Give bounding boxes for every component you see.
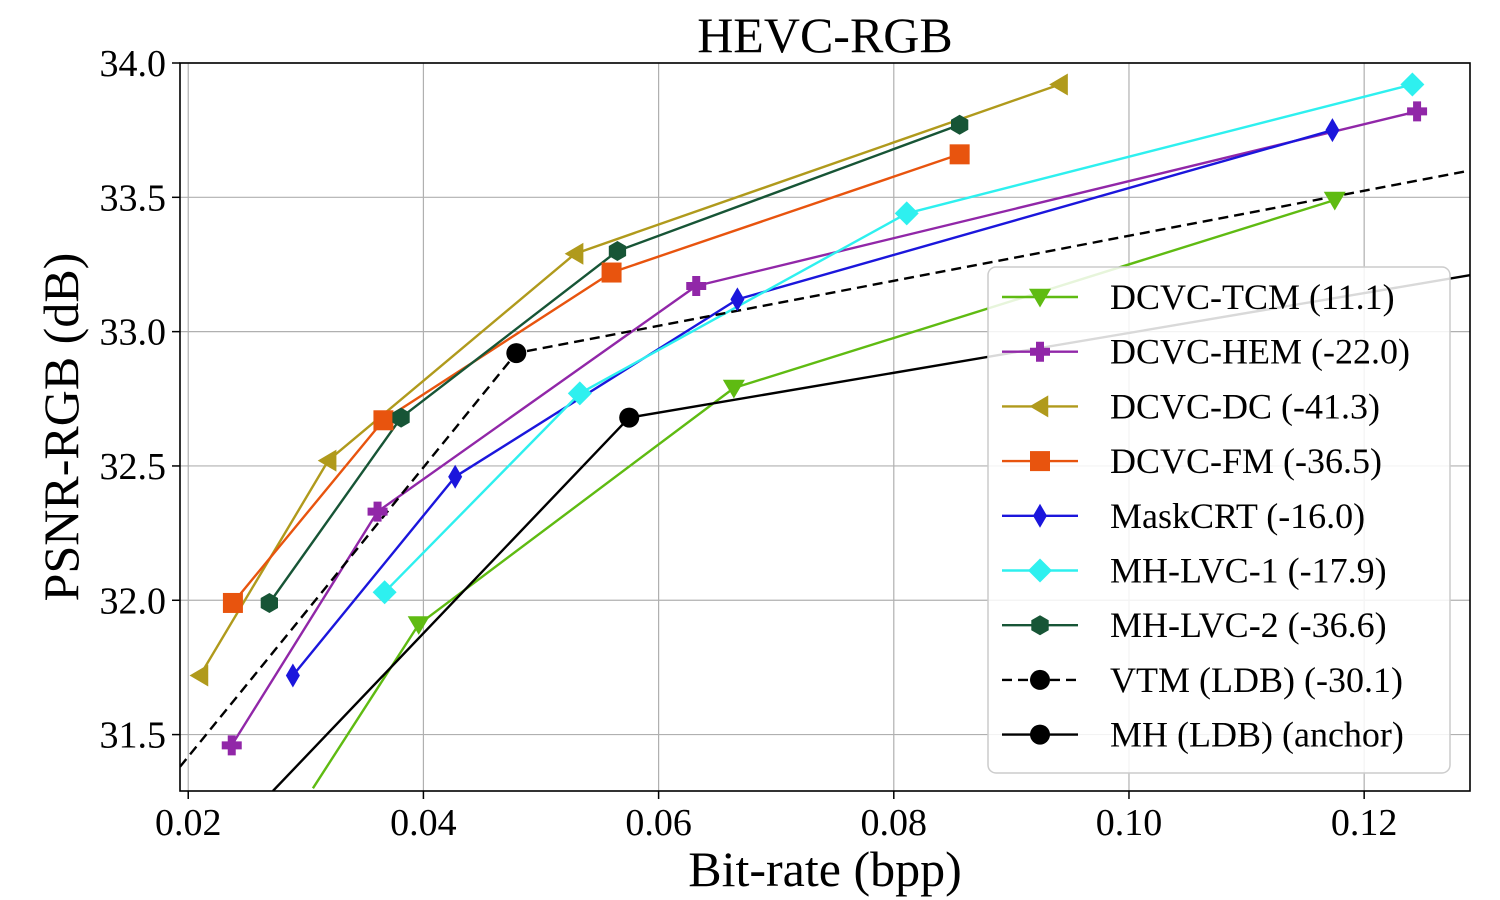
series-line-dcvc-hem-22-0 bbox=[230, 110, 1418, 746]
y-axis-title: PSNR-RGB (dB) bbox=[33, 253, 89, 602]
data-point-mh-lvc-1-17-9 bbox=[567, 381, 592, 406]
legend-marker-mh-lvc-1-17-9 bbox=[1028, 558, 1052, 583]
x-tick-label: 0.04 bbox=[390, 802, 457, 844]
series-line-mh-lvc-2-36-6 bbox=[268, 123, 961, 604]
data-point-mh-lvc-2-36-6 bbox=[260, 593, 278, 613]
legend-label-mh-lvc-1-17-9: MH-LVC-1 (-17.9) bbox=[1110, 551, 1387, 591]
series-line-mh-lvc-1-17-9 bbox=[383, 83, 1413, 594]
x-tick-label: 0.08 bbox=[861, 802, 928, 844]
y-tick-label: 34.0 bbox=[100, 43, 167, 85]
series-line-dcvc-dc-41-3 bbox=[198, 83, 1060, 677]
legend-label-dcvc-fm-36-5: DCVC-FM (-36.5) bbox=[1110, 441, 1382, 481]
series-line-dcvc-fm-36-5 bbox=[231, 153, 960, 604]
plot-frame bbox=[179, 62, 1471, 792]
legend-marker-dcvc-tcm-11-1 bbox=[1029, 288, 1051, 308]
chart-title: HEVC-RGB bbox=[697, 7, 953, 63]
x-tick-label: 0.10 bbox=[1096, 802, 1163, 844]
data-point-mh-lvc-2-36-6 bbox=[392, 407, 410, 428]
data-point-maskcrt-16-0 bbox=[285, 663, 300, 688]
legend-marker-maskcrt-16-0 bbox=[1033, 503, 1047, 528]
data-point-dcvc-fm-36-5 bbox=[949, 144, 970, 165]
data-point-mh-lvc-1-17-9 bbox=[1400, 72, 1425, 97]
data-point-dcvc-fm-36-5 bbox=[601, 262, 622, 283]
data-point-dcvc-dc-41-3 bbox=[317, 449, 337, 472]
data-point-dcvc-tcm-11-1 bbox=[722, 379, 745, 399]
data-point-dcvc-fm-36-5 bbox=[373, 410, 394, 431]
legend-marker-dcvc-fm-36-5 bbox=[1030, 451, 1050, 472]
data-point-dcvc-tcm-11-1 bbox=[1323, 191, 1346, 211]
y-tick-label: 33.5 bbox=[100, 177, 167, 219]
data-point-mh-ldb-anchor bbox=[619, 407, 640, 428]
legend-label-vtm-ldb-30-1: VTM (LDB) (-30.1) bbox=[1110, 660, 1403, 700]
legend-label-maskcrt-16-0: MaskCRT (-16.0) bbox=[1110, 496, 1365, 536]
legend-marker-vtm-ldb-30-1 bbox=[1030, 669, 1050, 690]
x-axis-title: Bit-rate (bpp) bbox=[688, 841, 962, 897]
data-point-maskcrt-16-0 bbox=[1325, 118, 1340, 143]
data-point-mh-lvc-1-17-9 bbox=[894, 201, 919, 226]
x-tick-label: 0.12 bbox=[1331, 802, 1398, 844]
data-point-mh-lvc-2-36-6 bbox=[951, 114, 969, 135]
x-tick-label: 0.02 bbox=[155, 802, 222, 844]
y-tick-label: 31.5 bbox=[100, 715, 167, 757]
data-point-dcvc-dc-41-3 bbox=[1049, 73, 1068, 96]
legend-marker-dcvc-dc-41-3 bbox=[1029, 395, 1049, 418]
data-point-dcvc-hem-22-0 bbox=[686, 275, 707, 296]
marker-layer bbox=[189, 72, 1428, 756]
legend-label-dcvc-hem-22-0: DCVC-HEM (-22.0) bbox=[1110, 332, 1410, 372]
y-tick-label: 33.0 bbox=[100, 312, 167, 354]
data-point-mh-lvc-1-17-9 bbox=[372, 580, 397, 605]
data-point-dcvc-fm-36-5 bbox=[222, 592, 243, 613]
data-point-maskcrt-16-0 bbox=[448, 464, 463, 489]
y-tick-label: 32.0 bbox=[100, 580, 167, 622]
data-point-dcvc-hem-22-0 bbox=[221, 735, 242, 756]
y-tick-label: 32.5 bbox=[100, 446, 167, 488]
legend-box bbox=[987, 266, 1451, 774]
series-line-maskcrt-16-0 bbox=[291, 129, 1333, 677]
legend-marker-mh-ldb-anchor bbox=[1030, 724, 1050, 745]
ticks: 0.02 0.04 0.06 0.08 0.10 0.12 31.5 32.0 32.5 33.0… bbox=[100, 43, 1398, 844]
x-tick-label: 0.06 bbox=[625, 802, 692, 844]
legend-label-mh-ldb-anchor: MH (LDB) (anchor) bbox=[1110, 715, 1404, 755]
data-point-maskcrt-16-0 bbox=[730, 287, 745, 312]
data-point-vtm-ldb-30-1 bbox=[506, 343, 527, 364]
legend-marker-dcvc-hem-22-0 bbox=[1030, 341, 1050, 362]
legend: DCVC-TCM (11.1) DCVC-HEM (-22.0) DCVC-DC (… bbox=[987, 266, 1451, 774]
legend-marker-mh-lvc-2-36-6 bbox=[1031, 615, 1049, 636]
legend-label-dcvc-dc-41-3: DCVC-DC (-41.3) bbox=[1110, 386, 1380, 426]
data-point-dcvc-dc-41-3 bbox=[564, 242, 584, 265]
legend-label-mh-lvc-2-36-6: MH-LVC-2 (-36.6) bbox=[1110, 605, 1387, 645]
data-point-mh-lvc-2-36-6 bbox=[608, 241, 627, 261]
data-point-dcvc-hem-22-0 bbox=[367, 501, 388, 522]
data-point-dcvc-dc-41-3 bbox=[189, 664, 209, 687]
legend-label-dcvc-tcm-11-1: DCVC-TCM (11.1) bbox=[1110, 277, 1395, 317]
data-point-dcvc-tcm-11-1 bbox=[407, 616, 430, 635]
data-point-dcvc-hem-22-0 bbox=[1407, 101, 1428, 122]
